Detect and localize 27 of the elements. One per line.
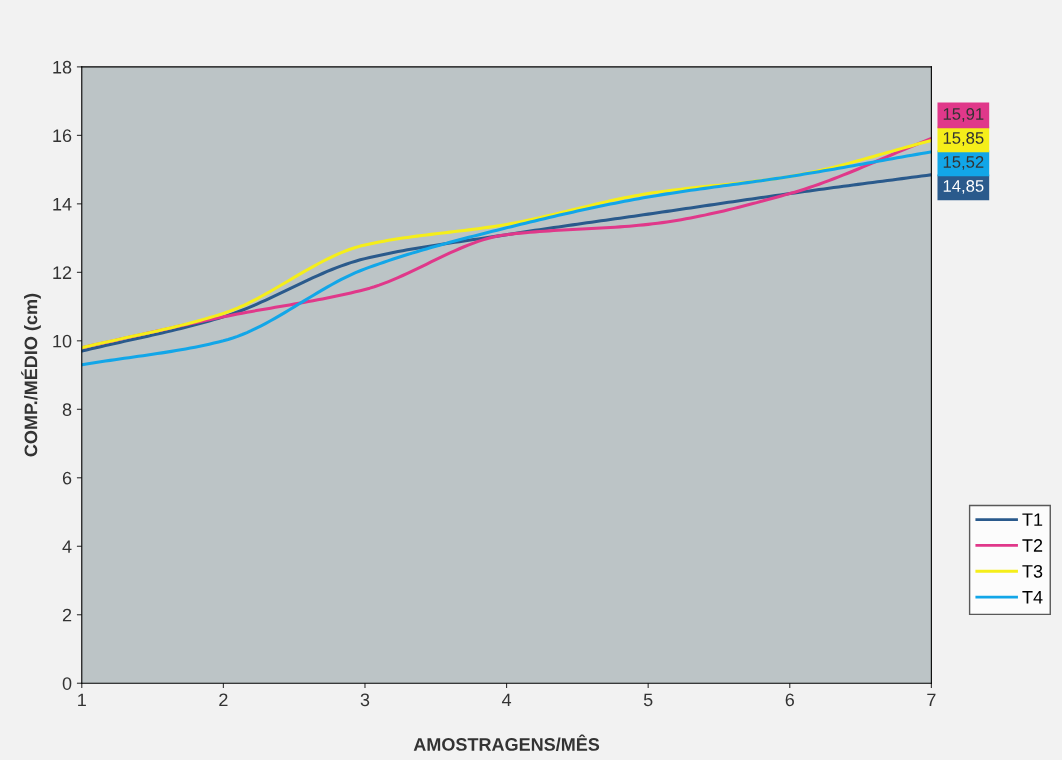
- data-label: 15,85: [943, 132, 984, 146]
- y-tick-label: 8: [62, 403, 72, 417]
- y-tick-label: 18: [53, 60, 72, 74]
- data-label: 14,85: [943, 180, 984, 194]
- y-tick-label: 16: [53, 129, 72, 143]
- legend-label: T4: [1022, 591, 1043, 604]
- y-tick-label: 2: [62, 608, 72, 622]
- legend-label: T3: [1022, 564, 1043, 578]
- data-label: 15,52: [943, 156, 984, 170]
- y-tick-label: 4: [62, 540, 72, 553]
- data-label: 15,91: [943, 108, 984, 122]
- x-axis-title: AMOSTRAGENS/MÊS: [413, 734, 600, 752]
- legend-label: T1: [1022, 513, 1043, 526]
- y-tick-label: 0: [62, 677, 72, 690]
- x-tick-label: 4: [501, 693, 512, 707]
- x-tick-label: 1: [78, 693, 86, 707]
- x-tick-label: 2: [219, 693, 228, 707]
- x-tick-label: 5: [643, 693, 653, 707]
- x-tick-label: 3: [360, 693, 370, 707]
- y-tick-label: 14: [53, 197, 72, 211]
- legend-label: T2: [1022, 539, 1043, 552]
- y-tick-label: 10: [53, 334, 72, 348]
- x-tick-label: 6: [785, 693, 794, 707]
- y-tick-label: 6: [62, 471, 72, 485]
- y-axis-title: COMP./MÉDIO (cm): [21, 293, 41, 457]
- x-tick-label: 7: [927, 693, 936, 707]
- y-tick-label: 12: [53, 266, 72, 279]
